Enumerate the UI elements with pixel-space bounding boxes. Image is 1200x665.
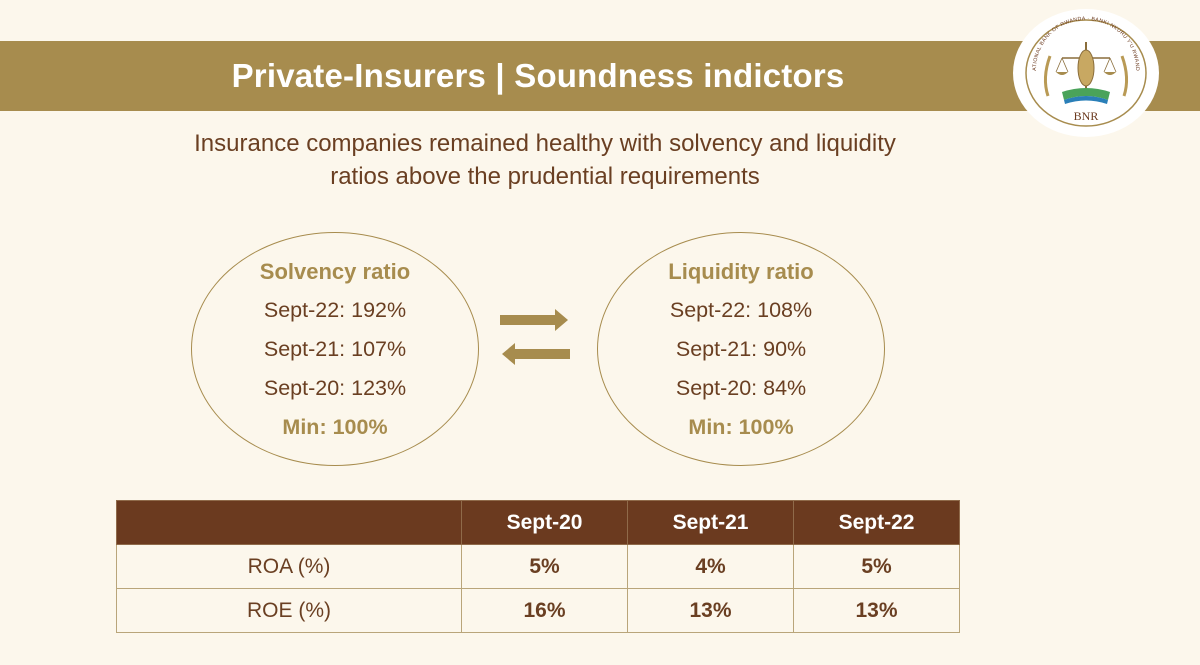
liquidity-min: Min: 100%	[688, 414, 794, 439]
liquidity-row-sept-20: Sept-20: 84%	[675, 375, 807, 400]
roe-sept-22: 13%	[793, 588, 960, 633]
solvency-title: Solvency ratio	[259, 258, 411, 284]
roa-sept-21: 4%	[627, 544, 794, 589]
solvency-min: Min: 100%	[282, 414, 388, 439]
table-header-empty	[116, 500, 462, 545]
subtitle-line-2: ratios above the prudential requirements	[330, 163, 760, 190]
table-row: ROA (%) 5% 4% 5%	[116, 544, 960, 589]
liquidity-row-sept-21: Sept-21: 90%	[675, 336, 807, 361]
title-bar: Private-Insurers | Soundness indictors	[0, 41, 1200, 111]
row-label-roe: ROE (%)	[116, 588, 462, 633]
roa-sept-20: 5%	[461, 544, 628, 589]
bnr-logo: NATIONAL BANK OF RWANDA · BANKI NKURU Y'…	[1012, 8, 1159, 137]
roe-sept-21: 13%	[627, 588, 794, 633]
liquidity-title: Liquidity ratio	[668, 258, 814, 284]
table-header-sept-21: Sept-21	[627, 500, 794, 545]
profitability-table: Sept-20 Sept-21 Sept-22 ROA (%) 5% 4% 5%…	[116, 500, 960, 633]
table-header-sept-20: Sept-20	[461, 500, 628, 545]
row-label-roa: ROA (%)	[116, 544, 462, 589]
solvency-row-sept-22: Sept-22: 192%	[263, 297, 407, 322]
svg-text:BNR: BNR	[1074, 109, 1099, 123]
solvency-ellipse: Solvency ratio Sept-22: 192% Sept-21: 10…	[191, 232, 479, 466]
exchange-arrows-icon	[500, 309, 570, 365]
subtitle: Insurance companies remained healthy wit…	[100, 127, 990, 193]
table-header-sept-22: Sept-22	[793, 500, 960, 545]
table-header-row: Sept-20 Sept-21 Sept-22	[116, 500, 960, 545]
subtitle-line-1: Insurance companies remained healthy wit…	[194, 130, 896, 157]
page-title: Private-Insurers | Soundness indictors	[231, 57, 845, 94]
solvency-row-sept-21: Sept-21: 107%	[263, 336, 407, 361]
liquidity-row-sept-22: Sept-22: 108%	[669, 297, 813, 322]
table-row: ROE (%) 16% 13% 13%	[116, 588, 960, 633]
roa-sept-22: 5%	[793, 544, 960, 589]
solvency-row-sept-20: Sept-20: 123%	[263, 375, 407, 400]
roe-sept-20: 16%	[461, 588, 628, 633]
liquidity-ellipse: Liquidity ratio Sept-22: 108% Sept-21: 9…	[597, 232, 885, 466]
